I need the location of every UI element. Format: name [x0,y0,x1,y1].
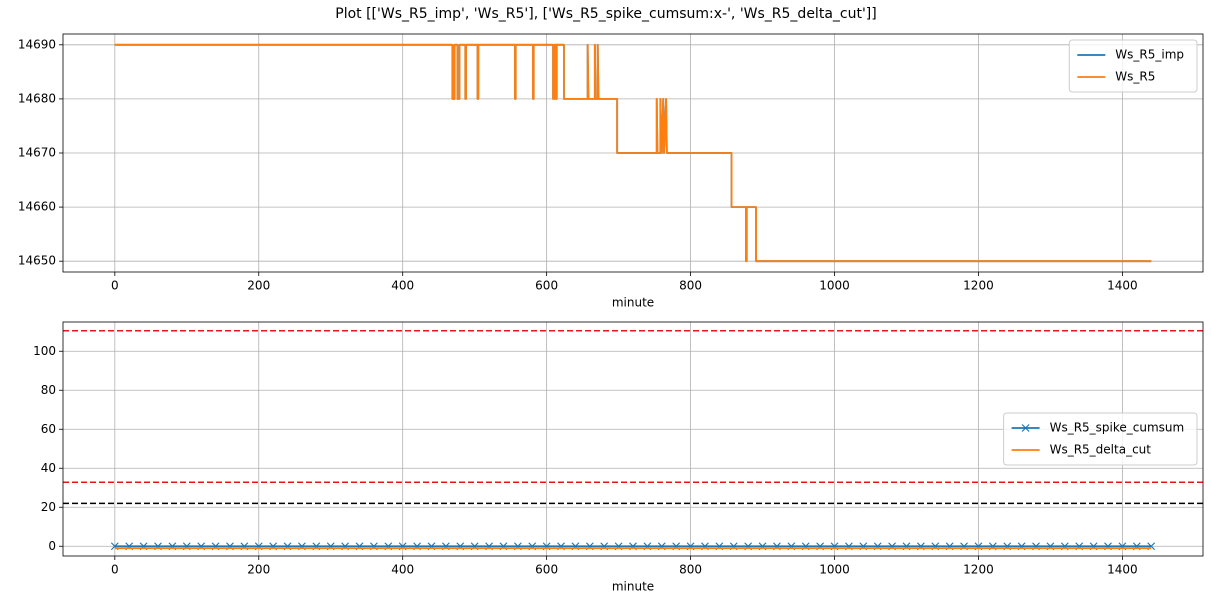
legend-box [1068,39,1198,93]
axes-frame [62,321,1204,557]
x-axis-label: minute [612,580,654,594]
x-tick-label: 1000 [819,563,850,577]
legend-label: Ws_R5_delta_cut [1050,443,1152,457]
y-tick-label: 100 [33,344,56,358]
axes-frame [62,33,1204,273]
y-tick-label: 40 [41,461,56,475]
y-tick-label: 60 [41,422,56,436]
x-tick-label: 1000 [819,279,850,293]
x-tick-label: 0 [111,563,119,577]
plot-area [63,330,1203,551]
x-tick-label: 1200 [963,563,994,577]
y-tick-label: 20 [41,500,56,514]
legend-label: Ws_R5_spike_cumsum [1050,421,1185,435]
x-tick-label: 1400 [1107,563,1138,577]
x-tick-label: 200 [247,279,270,293]
legend-marker [1021,424,1030,432]
legend-box [1003,412,1198,466]
y-tick-label: 14670 [18,146,56,160]
x-tick-label: 600 [535,279,558,293]
plot-area [114,43,1152,263]
x-tick-label: 0 [111,279,119,293]
legend-label: Ws_R5_imp [1115,48,1184,62]
y-tick-label: 14650 [18,254,56,268]
x-tick-label: 400 [391,563,414,577]
x-tick-label: 1200 [963,279,994,293]
x-tick-label: 600 [535,563,558,577]
figure-title: Plot [['Ws_R5_imp', 'Ws_R5'], ['Ws_R5_sp… [335,6,876,22]
x-axis-label: minute [612,296,654,310]
x-tick-label: 200 [247,563,270,577]
y-tick-label: 80 [41,383,56,397]
y-tick-label: 14660 [18,200,56,214]
y-tick-label: 14680 [18,91,56,105]
legend-label: Ws_R5 [1115,70,1155,84]
x-tick-label: 800 [679,563,702,577]
y-tick-label: 0 [48,539,56,553]
x-tick-label: 800 [679,279,702,293]
x-tick-label: 1400 [1107,279,1138,293]
y-tick-label: 14690 [18,37,56,51]
series-line [114,43,1152,263]
x-tick-label: 400 [391,279,414,293]
